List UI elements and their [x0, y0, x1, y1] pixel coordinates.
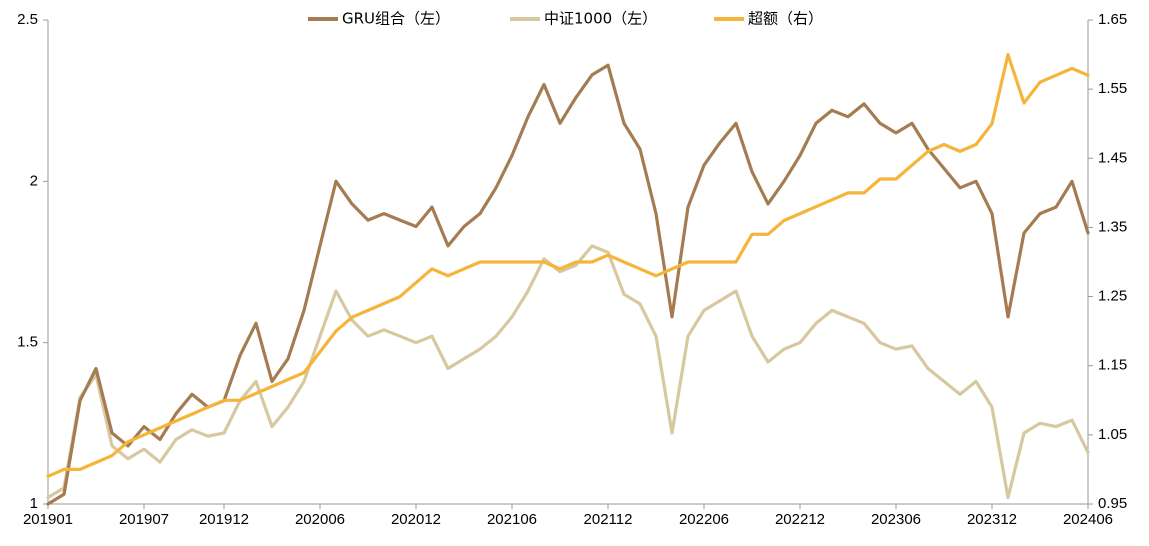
y-right-tick-label: 1.05: [1098, 426, 1127, 443]
y-right-tick-label: 1.35: [1098, 218, 1127, 235]
y-right-tick-label: 1.45: [1098, 149, 1127, 166]
y-left-tick-label: 2: [30, 172, 38, 189]
x-tick-label: 202212: [775, 511, 825, 528]
legend-label-1: 中证1000（左）: [544, 10, 657, 28]
y-left-tick-label: 1.5: [17, 334, 38, 351]
x-tick-label: 202312: [967, 511, 1017, 528]
x-tick-label: 202012: [391, 511, 441, 528]
y-right-tick-label: 1.25: [1098, 288, 1127, 305]
x-tick-label: 202206: [679, 511, 729, 528]
x-tick-label: 202406: [1063, 511, 1113, 528]
x-tick-label: 202106: [487, 511, 537, 528]
legend-label-2: 超额（右）: [748, 10, 823, 28]
x-tick-label: 201912: [199, 511, 249, 528]
y-left-tick-label: 2.5: [17, 11, 38, 28]
x-tick-label: 201907: [119, 511, 169, 528]
y-right-tick-label: 1.55: [1098, 80, 1127, 97]
legend: GRU组合（左） 中证1000（左） 超额（右）: [308, 10, 823, 28]
y-right-tick-label: 1.15: [1098, 357, 1127, 374]
series-line-1: [46, 244, 1090, 500]
series-layer: [46, 53, 1090, 506]
x-tick-label: 201901: [23, 511, 73, 528]
y-right-tick-label: 0.95: [1098, 495, 1127, 512]
axes-layer: 1 1.5 2 2.5 0.95 1.05 1.15 1.25 1.35 1.45 1.55 1.65…: [17, 11, 1127, 528]
legend-label-0: GRU组合（左）: [342, 10, 450, 28]
y-left-tick-label: 1: [30, 495, 38, 512]
x-tick-label: 202306: [871, 511, 921, 528]
x-tick-label: 202112: [584, 511, 633, 528]
series-line-2: [46, 53, 1090, 478]
x-tick-label: 202006: [295, 511, 345, 528]
y-right-tick-label: 1.65: [1098, 11, 1127, 28]
series-line-0: [46, 63, 1090, 506]
